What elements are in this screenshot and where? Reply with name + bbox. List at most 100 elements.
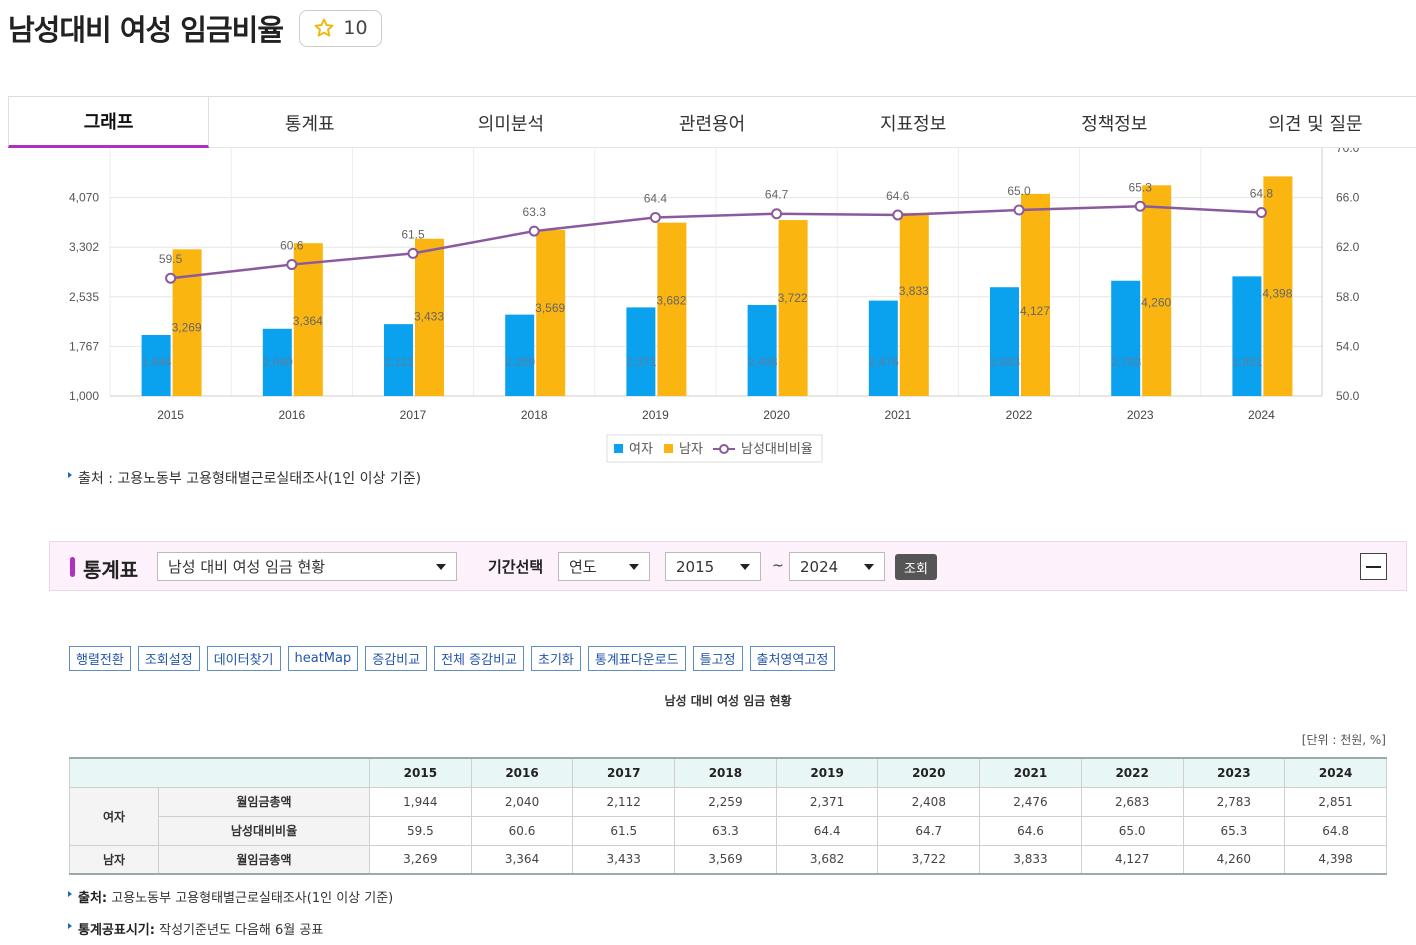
favorite-count: 10 [343,17,368,39]
year-header: 2021 [979,757,1082,788]
bar-female [990,287,1019,396]
find-data-button[interactable]: 데이터찾기 [206,646,281,671]
tab-stat-table[interactable]: 통계표 [284,113,335,135]
data-label-ratio: 60.6 [280,239,304,253]
data-label-ratio: 59.5 [159,252,183,266]
table-cell: 61.5 [572,815,676,846]
data-label-female: 2,683 [990,355,1020,369]
y-right-tick-label: 70.0 [1336,148,1360,155]
stat-table-heading: 통계표 [83,558,139,582]
legend-label-ratio: 남성대비비율 [741,441,813,456]
data-label-female: 2,040 [263,355,293,369]
data-label-male: 3,269 [172,320,202,334]
x-tick-label: 2021 [884,408,911,422]
ratio-point [165,272,177,284]
table-cell: 63.3 [674,815,777,846]
bar-male [899,212,929,396]
reset-button[interactable]: 초기화 [531,646,581,671]
stat-table-toolbar: 통계표 남성 대비 여성 임금 현황 기간선택 연도 2015 ~ 2024 조… [49,541,1407,591]
to-year-select[interactable]: 2024 [789,552,885,581]
data-label-male: 3,833 [899,284,929,298]
data-label-female: 2,371 [626,355,656,369]
bar-female [505,314,535,396]
table-cell: 1,944 [369,786,472,817]
range-separator: ~ [772,558,784,574]
page-title: 남성대비 여성 임금비율 [8,13,284,47]
bar-male [1021,193,1050,396]
table-source-note: 출처: 고용노동부 고용형태별근로실태조사(1인 이상 기준) [68,887,393,906]
transpose-button[interactable]: 행렬전환 [69,646,131,671]
tab-bar: 그래프 통계표 의미분석 관련용어 지표정보 정책정보 의견 및 질문 [8,96,1416,148]
ratio-point [286,259,298,271]
bar-male [778,220,808,396]
table-select[interactable]: 남성 대비 여성 임금 현황 [157,552,457,581]
table-cell: 2,040 [470,786,574,817]
table-cell: 2,112 [572,786,676,817]
section-marker [70,557,75,577]
ratio-point [1134,200,1146,212]
favorite-button[interactable]: 10 [299,9,382,47]
tab-graph[interactable]: 그래프 [8,97,210,148]
table-cell: 2,408 [877,786,981,817]
chevron-down-icon [864,563,874,570]
pin-source-button[interactable]: 출처영역고정 [749,646,836,671]
bar-female [1232,276,1262,396]
wage-ratio-chart: 1,000 1,767 2,535 3,302 4,070 50.0 54.0 58.0 62.… [69,148,1360,463]
compare-all-change-button[interactable]: 전체 증감비교 [434,646,524,671]
bar-female [1111,280,1141,396]
from-year-select[interactable]: 2015 [665,552,761,581]
chevron-down-icon [740,563,750,570]
stat-table: 2015 2016 2017 2018 2019 2020 2021 2022 … [69,757,1387,875]
download-table-button[interactable]: 통계표다운로드 [587,646,686,671]
tab-analysis[interactable]: 의미분석 [477,113,545,135]
minus-icon [1366,565,1381,568]
y-left-tick-label: 2,535 [69,290,99,304]
tab-indicator-info[interactable]: 지표정보 [880,113,947,135]
tab-terms[interactable]: 관련용어 [678,113,746,135]
data-label-male: 4,398 [1262,286,1292,300]
table-cell: 3,722 [877,844,981,875]
period-type-select[interactable]: 연도 [558,552,650,581]
collapse-button[interactable] [1360,553,1387,580]
legend-marker-ratio [719,444,729,454]
table-cell: 3,833 [979,844,1082,875]
bullet-icon [68,472,72,478]
tab-qna[interactable]: 의견 및 질문 [1268,113,1363,135]
x-tick-label: 2015 [157,408,184,422]
data-label-ratio: 64.6 [886,189,910,203]
x-tick-label: 2016 [278,408,305,422]
row-header: 남성대비비율 [158,815,370,846]
year-header: 2018 [674,757,777,788]
row-header: 월임금총액 [158,786,370,817]
bullet-icon [68,891,72,897]
query-settings-button[interactable]: 조회설정 [137,646,200,671]
data-label-male: 3,722 [778,291,808,305]
table-cell: 64.4 [775,815,879,846]
table-cell: 4,398 [1284,844,1387,875]
year-header: 2022 [1080,757,1184,788]
table-cell: 64.6 [979,815,1082,846]
x-tick-label: 2022 [1006,408,1033,422]
legend-swatch-female [614,444,623,453]
title-row: 남성대비 여성 임금비율 10 [8,8,382,48]
year-header: 2015 [369,757,472,788]
y-right-tick-label: 66.0 [1336,191,1360,205]
data-label-ratio: 64.7 [765,188,789,202]
bar-male [415,238,444,396]
table-cell: 64.8 [1284,815,1387,846]
chart-source: 출처 : 고용노동부 고용형태별근로실태조사(1인 이상 기준) [68,468,421,488]
freeze-panes-button[interactable]: 틀고정 [692,646,743,671]
bar-male [536,229,566,396]
bar-male [293,243,323,396]
data-label-ratio: 65.3 [1129,180,1153,194]
y-left-tick-label: 1,767 [69,339,99,353]
x-tick-label: 2017 [400,408,427,422]
query-button[interactable]: 조회 [895,554,937,580]
compare-change-button[interactable]: 증감비교 [365,646,428,671]
y-right-tick-label: 54.0 [1336,339,1360,353]
year-header: 2016 [470,757,574,788]
table-cell: 2,683 [1080,786,1184,817]
data-label-ratio: 65.0 [1007,184,1031,198]
tab-policy-info[interactable]: 정책정보 [1081,113,1148,135]
heatmap-button[interactable]: heatMap [287,646,359,671]
